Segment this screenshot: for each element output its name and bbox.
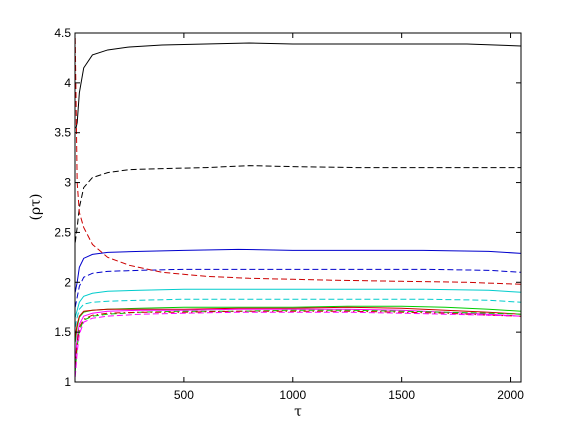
y-tick-label: 1.5 xyxy=(54,325,71,339)
x-tick-label: 1500 xyxy=(388,388,415,402)
x-tick-label: 2000 xyxy=(497,388,524,402)
plot-background xyxy=(75,33,521,382)
x-tick-label: 1000 xyxy=(279,388,306,402)
series-line-2 xyxy=(74,165,521,243)
series-line-8 xyxy=(74,305,522,343)
y-tick-label: 4 xyxy=(64,76,71,90)
y-tick-label: 2 xyxy=(64,275,71,289)
series-line-9 xyxy=(74,306,522,338)
series-line-3 xyxy=(74,248,522,293)
series-line-7 xyxy=(74,298,522,328)
series-line-11 xyxy=(74,309,522,373)
x-tick-label: 500 xyxy=(174,388,194,402)
y-tick-label: 1 xyxy=(64,375,71,389)
series-line-13 xyxy=(74,311,522,378)
series-line-4 xyxy=(74,268,522,308)
y-tick-label: 3.5 xyxy=(54,126,71,140)
plot-frame xyxy=(74,32,522,383)
series-line-12 xyxy=(74,310,522,368)
y-tick-label: 3 xyxy=(64,176,71,190)
series-line-6 xyxy=(74,288,522,318)
x-axis-label: τ xyxy=(294,404,302,420)
tick-layer: 500 1000 1500 2000 1 1.5 2 2.5 3 3.5 4 4.5 xyxy=(54,26,524,402)
y-tick-label: 2.5 xyxy=(54,225,71,239)
series-layer xyxy=(74,37,522,378)
y-tick-label: 4.5 xyxy=(54,26,71,40)
y-axis-label: (ρτ) xyxy=(28,194,44,221)
series-line-1 xyxy=(75,42,522,129)
